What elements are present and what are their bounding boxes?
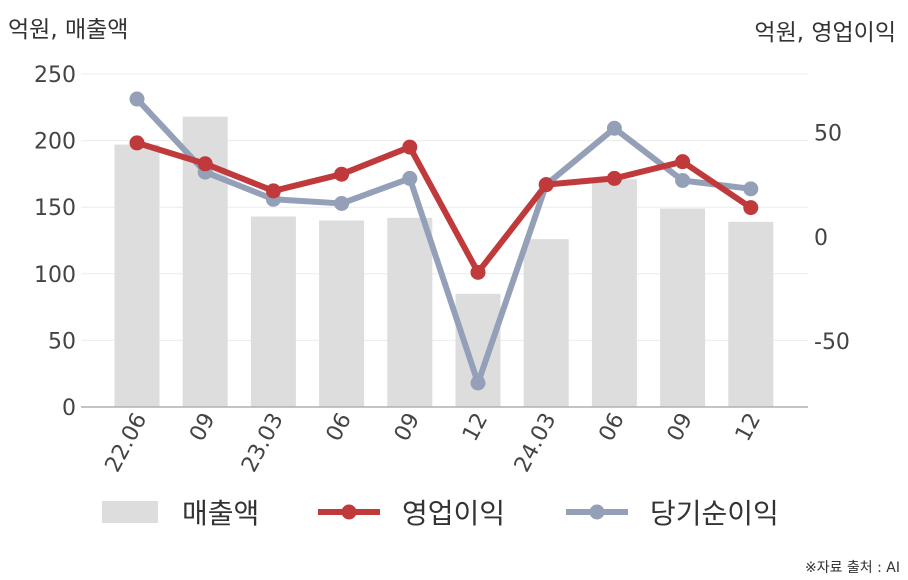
legend: 매출액 영업이익 당기순이익	[102, 497, 779, 530]
operating-profit-point	[606, 170, 622, 186]
legend-label-operating-profit: 영업이익	[402, 497, 505, 530]
source-note: ※자료 출처 : AI	[805, 560, 900, 576]
right-tick-label: -50	[814, 330, 850, 355]
left-tick-label: 150	[34, 196, 76, 221]
net-income-point	[743, 181, 759, 197]
operating-profit-point	[129, 135, 145, 151]
net-income-line	[134, 97, 752, 386]
legend-swatch-revenue	[102, 501, 158, 523]
right-tick-label: 0	[814, 226, 828, 251]
net-income-point	[402, 170, 418, 186]
operating-profit-point	[265, 183, 281, 199]
right-axis-title: 억원, 영업이익	[754, 20, 896, 46]
operating-profit-point	[675, 154, 691, 170]
revenue-bar	[114, 144, 160, 407]
left-axis-title: 억원, 매출액	[8, 17, 128, 43]
revenue-bar	[660, 208, 706, 407]
x-tick-label: 06	[594, 409, 629, 445]
left-tick-label: 100	[34, 263, 76, 288]
net-income-point	[334, 195, 350, 211]
x-tick-label: 06	[322, 409, 357, 445]
operating-profit-point	[538, 177, 554, 193]
revenue-bar	[250, 216, 296, 407]
operating-profit-point	[402, 139, 418, 155]
left-tick-label: 0	[62, 396, 76, 421]
x-tick-label: 22.06	[101, 409, 153, 476]
x-tick-label: 09	[663, 409, 698, 445]
left-tick-label: 250	[34, 63, 76, 88]
x-tick-label: 09	[185, 409, 220, 445]
left-tick-label: 200	[34, 130, 76, 155]
legend-label-revenue: 매출액	[182, 497, 259, 530]
operating-profit-point	[470, 264, 486, 280]
revenue-bar	[523, 239, 569, 407]
revenue-bar	[728, 221, 774, 407]
x-tick-label: 23.03	[237, 409, 289, 476]
net-income-point	[470, 375, 486, 391]
legend-marker-operating-profit	[341, 504, 357, 520]
legend-marker-net-income	[589, 504, 605, 520]
x-tick-label: 12	[731, 409, 766, 445]
revenue-bars	[114, 116, 774, 408]
operating-profit-point	[743, 200, 759, 216]
right-tick-label: 50	[814, 121, 842, 146]
x-axis-ticks: 22.06 09 23.03 06 09 12 24.03 06 09 12	[101, 409, 766, 476]
left-tick-label: 50	[48, 329, 76, 354]
revenue-bar	[319, 220, 365, 407]
net-income-point	[675, 172, 691, 188]
revenue-bar	[591, 179, 637, 407]
legend-label-net-income: 당기순이익	[650, 497, 779, 530]
operating-profit-point	[197, 156, 213, 172]
net-income-point	[606, 120, 622, 136]
net-income-point	[129, 91, 145, 107]
operating-profit-line	[136, 140, 753, 276]
x-tick-label: 12	[458, 409, 493, 445]
revenue-bar	[387, 217, 433, 407]
left-axis-ticks: 0 50 100 150 200 250	[34, 63, 76, 421]
right-axis-ticks: -50 0 50	[814, 121, 850, 355]
line-series	[129, 91, 759, 391]
operating-profit-point	[334, 166, 350, 182]
x-tick-label: 09	[390, 409, 425, 445]
x-tick-label: 24.03	[510, 409, 562, 476]
